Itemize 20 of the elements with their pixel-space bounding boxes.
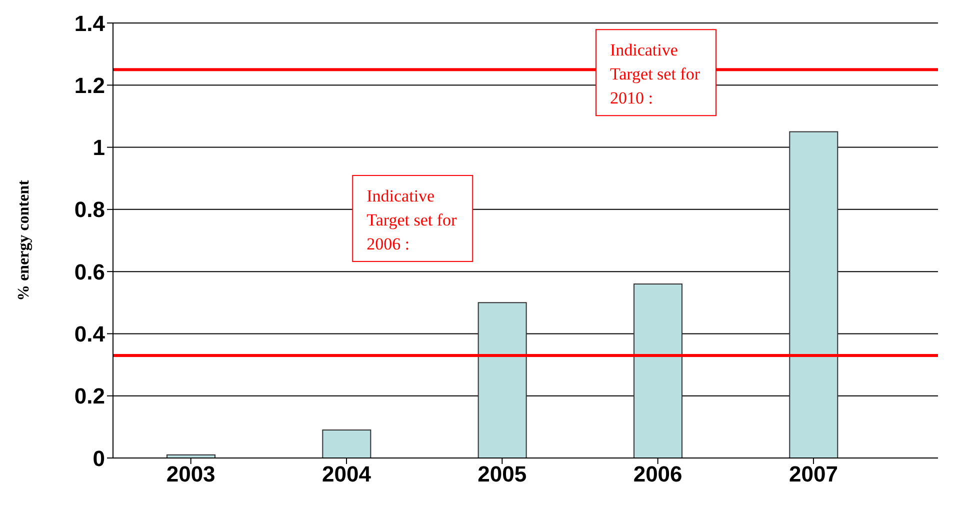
x-tick-label: 2007	[788, 462, 838, 487]
ref-line-label: Indicative Target set for 2006 :	[366, 186, 458, 254]
y-tick-label: 1.4	[74, 10, 106, 36]
ref-line-label: Indicative Target set for 2010 :	[610, 40, 700, 108]
y-tick-label: 1	[92, 135, 105, 160]
y-axis-title: % energy content	[16, 179, 33, 301]
y-tick-label: 0.2	[74, 384, 105, 409]
bar	[478, 302, 527, 458]
bar	[633, 284, 682, 458]
x-tick-label: 2004	[322, 462, 372, 487]
y-tick-label: 0.4	[74, 322, 106, 347]
x-tick-label: 2003	[166, 462, 216, 487]
y-tick-label: 1.2	[74, 72, 105, 98]
bar	[322, 430, 372, 458]
x-tick-label: 2006	[633, 462, 682, 487]
y-tick-label: 0.8	[74, 197, 105, 222]
bar	[789, 131, 838, 458]
y-tick-label: 0.6	[74, 259, 105, 284]
y-tick-label: 0	[92, 446, 105, 471]
x-tick-label: 2005	[478, 462, 527, 487]
